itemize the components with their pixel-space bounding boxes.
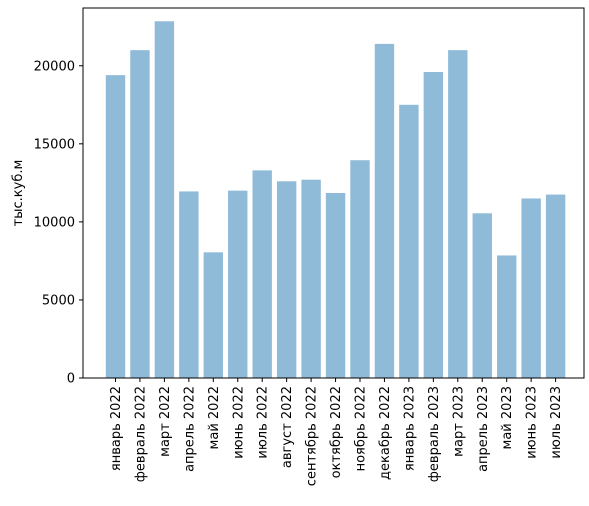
bar-12 <box>399 104 419 379</box>
bar-5 <box>228 190 248 378</box>
bar-8 <box>301 179 321 378</box>
bar-10 <box>350 160 370 378</box>
x-tick-label-10: ноябрь 2022 <box>354 386 369 471</box>
bar-16 <box>497 255 517 378</box>
x-tick-label-13: февраль 2023 <box>427 386 442 482</box>
x-tick-label-7: август 2022 <box>280 386 295 468</box>
x-tick-label-5: июнь 2022 <box>231 386 246 459</box>
x-tick-label-1: февраль 2022 <box>133 386 148 482</box>
y-tick-label-0: 0 <box>67 372 75 387</box>
y-tick-label-2: 10000 <box>34 215 75 230</box>
y-tick-label-4: 20000 <box>34 59 75 74</box>
bar-7 <box>276 181 297 378</box>
bar-3 <box>179 191 199 378</box>
x-tick-label-18: июль 2023 <box>549 386 564 459</box>
x-axis: январь 2022 февраль 2022 март 2022 апрель 2… <box>109 378 564 486</box>
x-tick-label-14: март 2023 <box>451 386 466 457</box>
x-tick-label-15: апрель 2023 <box>476 386 491 472</box>
x-tick-label-8: сентябрь 2022 <box>305 386 320 486</box>
bar-1 <box>130 50 150 379</box>
x-tick-label-0: январь 2022 <box>109 386 124 471</box>
bar-18 <box>545 194 566 378</box>
bar-14 <box>448 50 468 379</box>
x-tick-label-17: июнь 2023 <box>525 386 540 459</box>
x-tick-label-9: октябрь 2022 <box>329 386 344 478</box>
x-tick-label-11: декабрь 2022 <box>378 386 393 480</box>
plot-frame <box>82 7 585 379</box>
y-axis-label: тыс.куб.м <box>11 160 26 227</box>
x-tick-label-2: март 2022 <box>158 386 173 457</box>
bar-6 <box>252 170 272 378</box>
bar-2 <box>154 21 175 378</box>
y-axis: 0 5000 10000 15000 20000 <box>34 59 83 387</box>
y-tick-label-3: 15000 <box>34 137 75 152</box>
x-tick-label-6: июль 2022 <box>256 386 271 459</box>
y-tick-label-1: 5000 <box>42 293 75 308</box>
bar-13 <box>423 72 444 379</box>
x-tick-label-12: январь 2023 <box>402 386 417 471</box>
x-tick-label-3: апрель 2022 <box>182 386 197 472</box>
x-tick-label-16: май 2023 <box>500 386 515 449</box>
bar-0 <box>105 75 126 378</box>
bar-15 <box>472 213 492 378</box>
bars-group <box>105 21 566 379</box>
bar-9 <box>325 193 346 378</box>
bar-11 <box>374 43 395 379</box>
bar-17 <box>521 198 541 378</box>
bar-4 <box>203 252 223 378</box>
x-tick-label-4: май 2022 <box>207 386 222 449</box>
